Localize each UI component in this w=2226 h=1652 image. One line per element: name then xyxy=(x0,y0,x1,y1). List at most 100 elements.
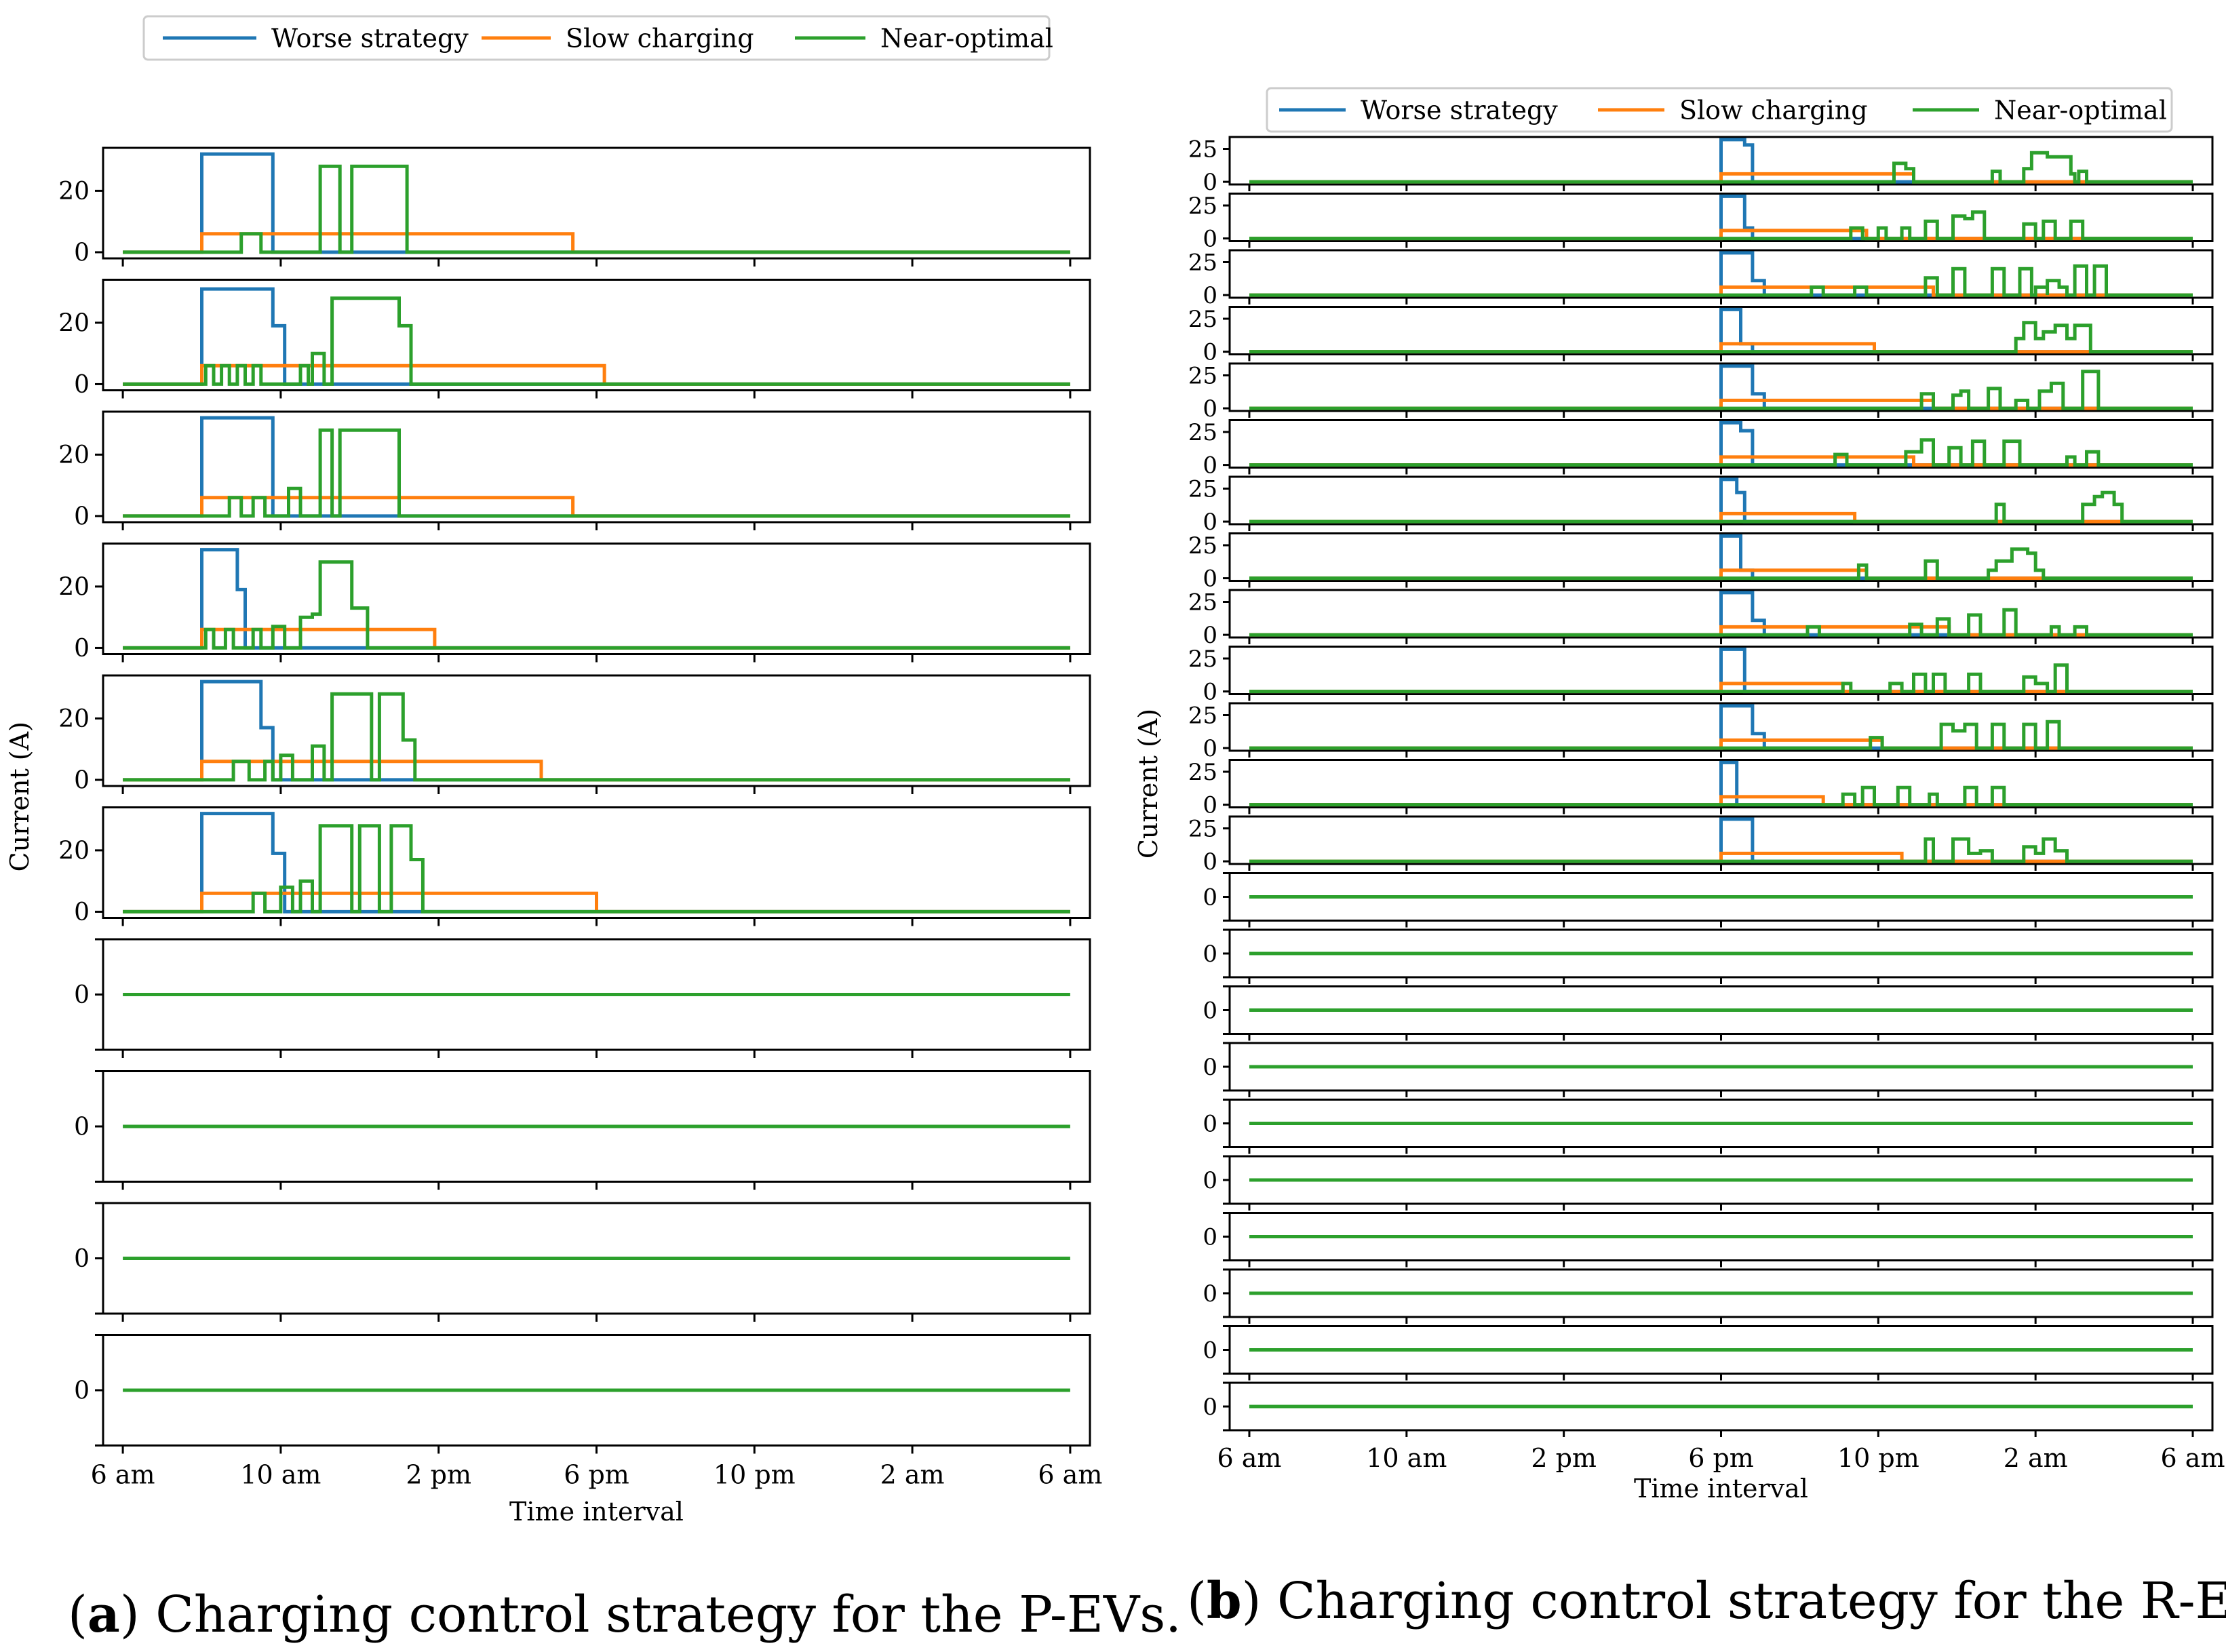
legend-label-slow: Slow charging xyxy=(1679,95,1868,125)
panel-b-10: 025 xyxy=(1188,646,2214,706)
y-tick-label: 25 xyxy=(1188,475,1217,503)
panel-b-8: 025 xyxy=(1188,532,2214,593)
legend: Worse strategy Slow charging Near-optimal xyxy=(1266,87,2173,133)
panel-b-20: 0 xyxy=(1203,1212,2214,1267)
legend-label-slow: Slow charging xyxy=(566,23,754,53)
panel-a-5: 0 20 xyxy=(58,674,1091,795)
panel-b-5: 025 xyxy=(1188,362,2214,422)
x-tick-label: 6 pm xyxy=(564,1460,629,1490)
y-tick-label: 0 xyxy=(1203,452,1217,479)
series-near-line xyxy=(123,428,1070,518)
x-tick-label: 6 am xyxy=(91,1460,155,1490)
panel-a-10: 0 xyxy=(74,1334,1091,1454)
y-tick-label: 0 xyxy=(74,1377,90,1405)
caption-b: (b) Charging control strategy for the R-… xyxy=(1187,1572,2226,1630)
legend-frame xyxy=(1266,87,2173,133)
y-tick-label: 0 xyxy=(74,981,90,1009)
panel-frame xyxy=(102,410,1091,524)
panel-b-14: 0 xyxy=(1203,872,2214,928)
y-tick-label: 25 xyxy=(1188,249,1217,276)
caption-a-letter: a xyxy=(87,1586,120,1644)
y-tick-label: 20 xyxy=(58,309,90,337)
y-tick-label: 25 xyxy=(1188,589,1217,616)
y-tick-label: 20 xyxy=(58,705,90,733)
panel-a-7: 0 xyxy=(74,938,1091,1058)
panel-b-7: 025 xyxy=(1188,475,2214,536)
y-tick-label: 25 xyxy=(1188,532,1217,559)
y-tick-label: 25 xyxy=(1188,136,1217,163)
panel-b-21: 0 xyxy=(1203,1268,2214,1324)
x-tick-label: 6 am xyxy=(1217,1443,1282,1473)
caption-a: (a) Charging control strategy for the P-… xyxy=(68,1586,1182,1644)
y-tick-label: 0 xyxy=(74,767,90,795)
y-tick-label: 25 xyxy=(1188,646,1217,673)
x-tick-label: 2 pm xyxy=(406,1460,471,1490)
y-tick-label: 25 xyxy=(1188,702,1217,729)
y-tick-label: 20 xyxy=(58,573,90,601)
panel-a-2: 0 20 xyxy=(58,279,1091,399)
caption-b-text: Charging control strategy for the R-EVs. xyxy=(1261,1572,2226,1630)
x-tick-label: 10 am xyxy=(1366,1443,1447,1473)
y-tick-label: 20 xyxy=(58,837,90,865)
series-near-line xyxy=(1249,151,2193,184)
panel-b-11: 025 xyxy=(1188,702,2214,762)
y-tick-label: 0 xyxy=(1203,679,1217,706)
panel-b-2: 025 xyxy=(1188,193,2214,253)
series-near-line xyxy=(1249,321,2193,354)
y-tick-label: 0 xyxy=(1203,1394,1217,1421)
y-tick-label: 0 xyxy=(74,899,90,926)
panel-a-9: 0 xyxy=(74,1202,1091,1322)
y-tick-label: 0 xyxy=(1203,622,1217,649)
y-tick-label: 0 xyxy=(1203,941,1217,968)
y-tick-label: 0 xyxy=(1203,735,1217,762)
y-tick-label: 0 xyxy=(1203,1223,1217,1251)
y-tick-label: 0 xyxy=(74,371,90,399)
series-near-line xyxy=(1249,490,2193,524)
series-near-line xyxy=(1249,547,2193,581)
series-near-line xyxy=(1249,837,2193,863)
panel-b-12: 025 xyxy=(1188,759,2214,819)
chart-b: 0250250250250250250250250250250250250250… xyxy=(1133,87,2225,1503)
panel-b-22: 0 xyxy=(1203,1325,2214,1381)
y-tick-label: 0 xyxy=(1203,169,1217,196)
series-near-line xyxy=(1249,438,2193,467)
panel-a-3: 0 20 xyxy=(58,410,1091,531)
y-tick-label: 25 xyxy=(1188,815,1217,842)
series-near-line xyxy=(123,692,1070,782)
series-near-line xyxy=(1249,210,2193,241)
series-near-line xyxy=(1249,720,2193,750)
panel-frame xyxy=(102,674,1091,787)
panel-a-1: 0 20 xyxy=(58,146,1091,267)
panel-frame xyxy=(102,543,1091,655)
y-tick-label: 0 xyxy=(74,1245,90,1273)
y-tick-label: 0 xyxy=(1203,884,1217,911)
x-tick-label: 10 pm xyxy=(1837,1443,1919,1473)
series-near-line xyxy=(123,824,1070,913)
panel-b-19: 0 xyxy=(1203,1155,2214,1211)
y-tick-label: 0 xyxy=(1203,395,1217,422)
x-tick-label: 6 am xyxy=(2161,1443,2225,1473)
y-tick-label: 0 xyxy=(1203,848,1217,876)
panel-b-9: 025 xyxy=(1188,589,2214,649)
y-tick-label: 25 xyxy=(1188,362,1217,389)
y-tick-label: 25 xyxy=(1188,193,1217,220)
series-near-line xyxy=(123,164,1070,254)
series-near-line xyxy=(1249,264,2193,297)
series-near-line xyxy=(1249,608,2193,637)
y-tick-label: 0 xyxy=(1203,792,1217,819)
x-axis-label: Time interval xyxy=(509,1497,684,1527)
y-tick-label: 25 xyxy=(1188,306,1217,333)
panel-a-4: 0 20 xyxy=(58,543,1091,663)
x-tick-label: 2 am xyxy=(880,1460,945,1490)
y-axis-label: Current (A) xyxy=(5,722,35,871)
series-near-line xyxy=(1249,663,2193,694)
legend: Worse strategy Slow charging Near-optimal xyxy=(142,15,1053,61)
panel-b-6: 025 xyxy=(1188,419,2214,479)
panel-b-13: 025 xyxy=(1188,815,2214,876)
panel-frame xyxy=(102,279,1091,391)
y-axis-label: Current (A) xyxy=(1133,709,1163,859)
x-axis-label: Time interval xyxy=(1634,1474,1808,1503)
y-tick-label: 20 xyxy=(58,178,90,205)
panel-a-6: 0 20 xyxy=(58,806,1091,926)
